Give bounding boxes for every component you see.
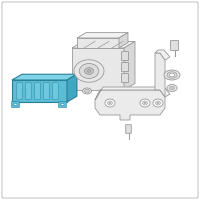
- FancyBboxPatch shape: [17, 83, 22, 99]
- Polygon shape: [95, 87, 170, 100]
- Ellipse shape: [167, 72, 177, 78]
- Ellipse shape: [170, 73, 174, 77]
- Ellipse shape: [79, 64, 99, 78]
- FancyBboxPatch shape: [44, 83, 49, 99]
- Polygon shape: [12, 80, 67, 102]
- Ellipse shape: [167, 84, 177, 92]
- FancyBboxPatch shape: [26, 83, 31, 99]
- Polygon shape: [124, 41, 135, 90]
- Ellipse shape: [153, 99, 163, 107]
- Polygon shape: [77, 38, 119, 48]
- Ellipse shape: [109, 102, 111, 104]
- Polygon shape: [119, 33, 128, 48]
- Ellipse shape: [170, 86, 174, 90]
- Polygon shape: [95, 90, 165, 120]
- FancyBboxPatch shape: [35, 83, 40, 99]
- Ellipse shape: [87, 70, 91, 72]
- FancyBboxPatch shape: [126, 125, 131, 133]
- Ellipse shape: [84, 89, 90, 93]
- FancyBboxPatch shape: [53, 83, 58, 99]
- Ellipse shape: [156, 101, 160, 105]
- Ellipse shape: [140, 99, 150, 107]
- Ellipse shape: [171, 87, 173, 89]
- Ellipse shape: [164, 70, 180, 80]
- Ellipse shape: [74, 60, 104, 82]
- Polygon shape: [72, 48, 124, 90]
- Ellipse shape: [108, 101, 112, 105]
- FancyBboxPatch shape: [2, 2, 198, 198]
- FancyBboxPatch shape: [122, 51, 128, 60]
- Polygon shape: [72, 41, 135, 48]
- Ellipse shape: [105, 99, 115, 107]
- Polygon shape: [155, 50, 170, 60]
- Ellipse shape: [157, 102, 159, 104]
- FancyBboxPatch shape: [122, 73, 128, 82]
- Polygon shape: [155, 53, 165, 97]
- Ellipse shape: [61, 103, 64, 106]
- Ellipse shape: [84, 68, 94, 74]
- Polygon shape: [77, 33, 128, 38]
- Polygon shape: [12, 74, 77, 80]
- FancyBboxPatch shape: [12, 102, 20, 108]
- Ellipse shape: [86, 90, 88, 92]
- FancyBboxPatch shape: [58, 102, 66, 108]
- Ellipse shape: [83, 88, 92, 94]
- Ellipse shape: [142, 101, 148, 105]
- Ellipse shape: [144, 102, 146, 104]
- FancyBboxPatch shape: [170, 40, 179, 50]
- FancyBboxPatch shape: [122, 62, 128, 72]
- Ellipse shape: [14, 103, 17, 106]
- Polygon shape: [67, 74, 77, 102]
